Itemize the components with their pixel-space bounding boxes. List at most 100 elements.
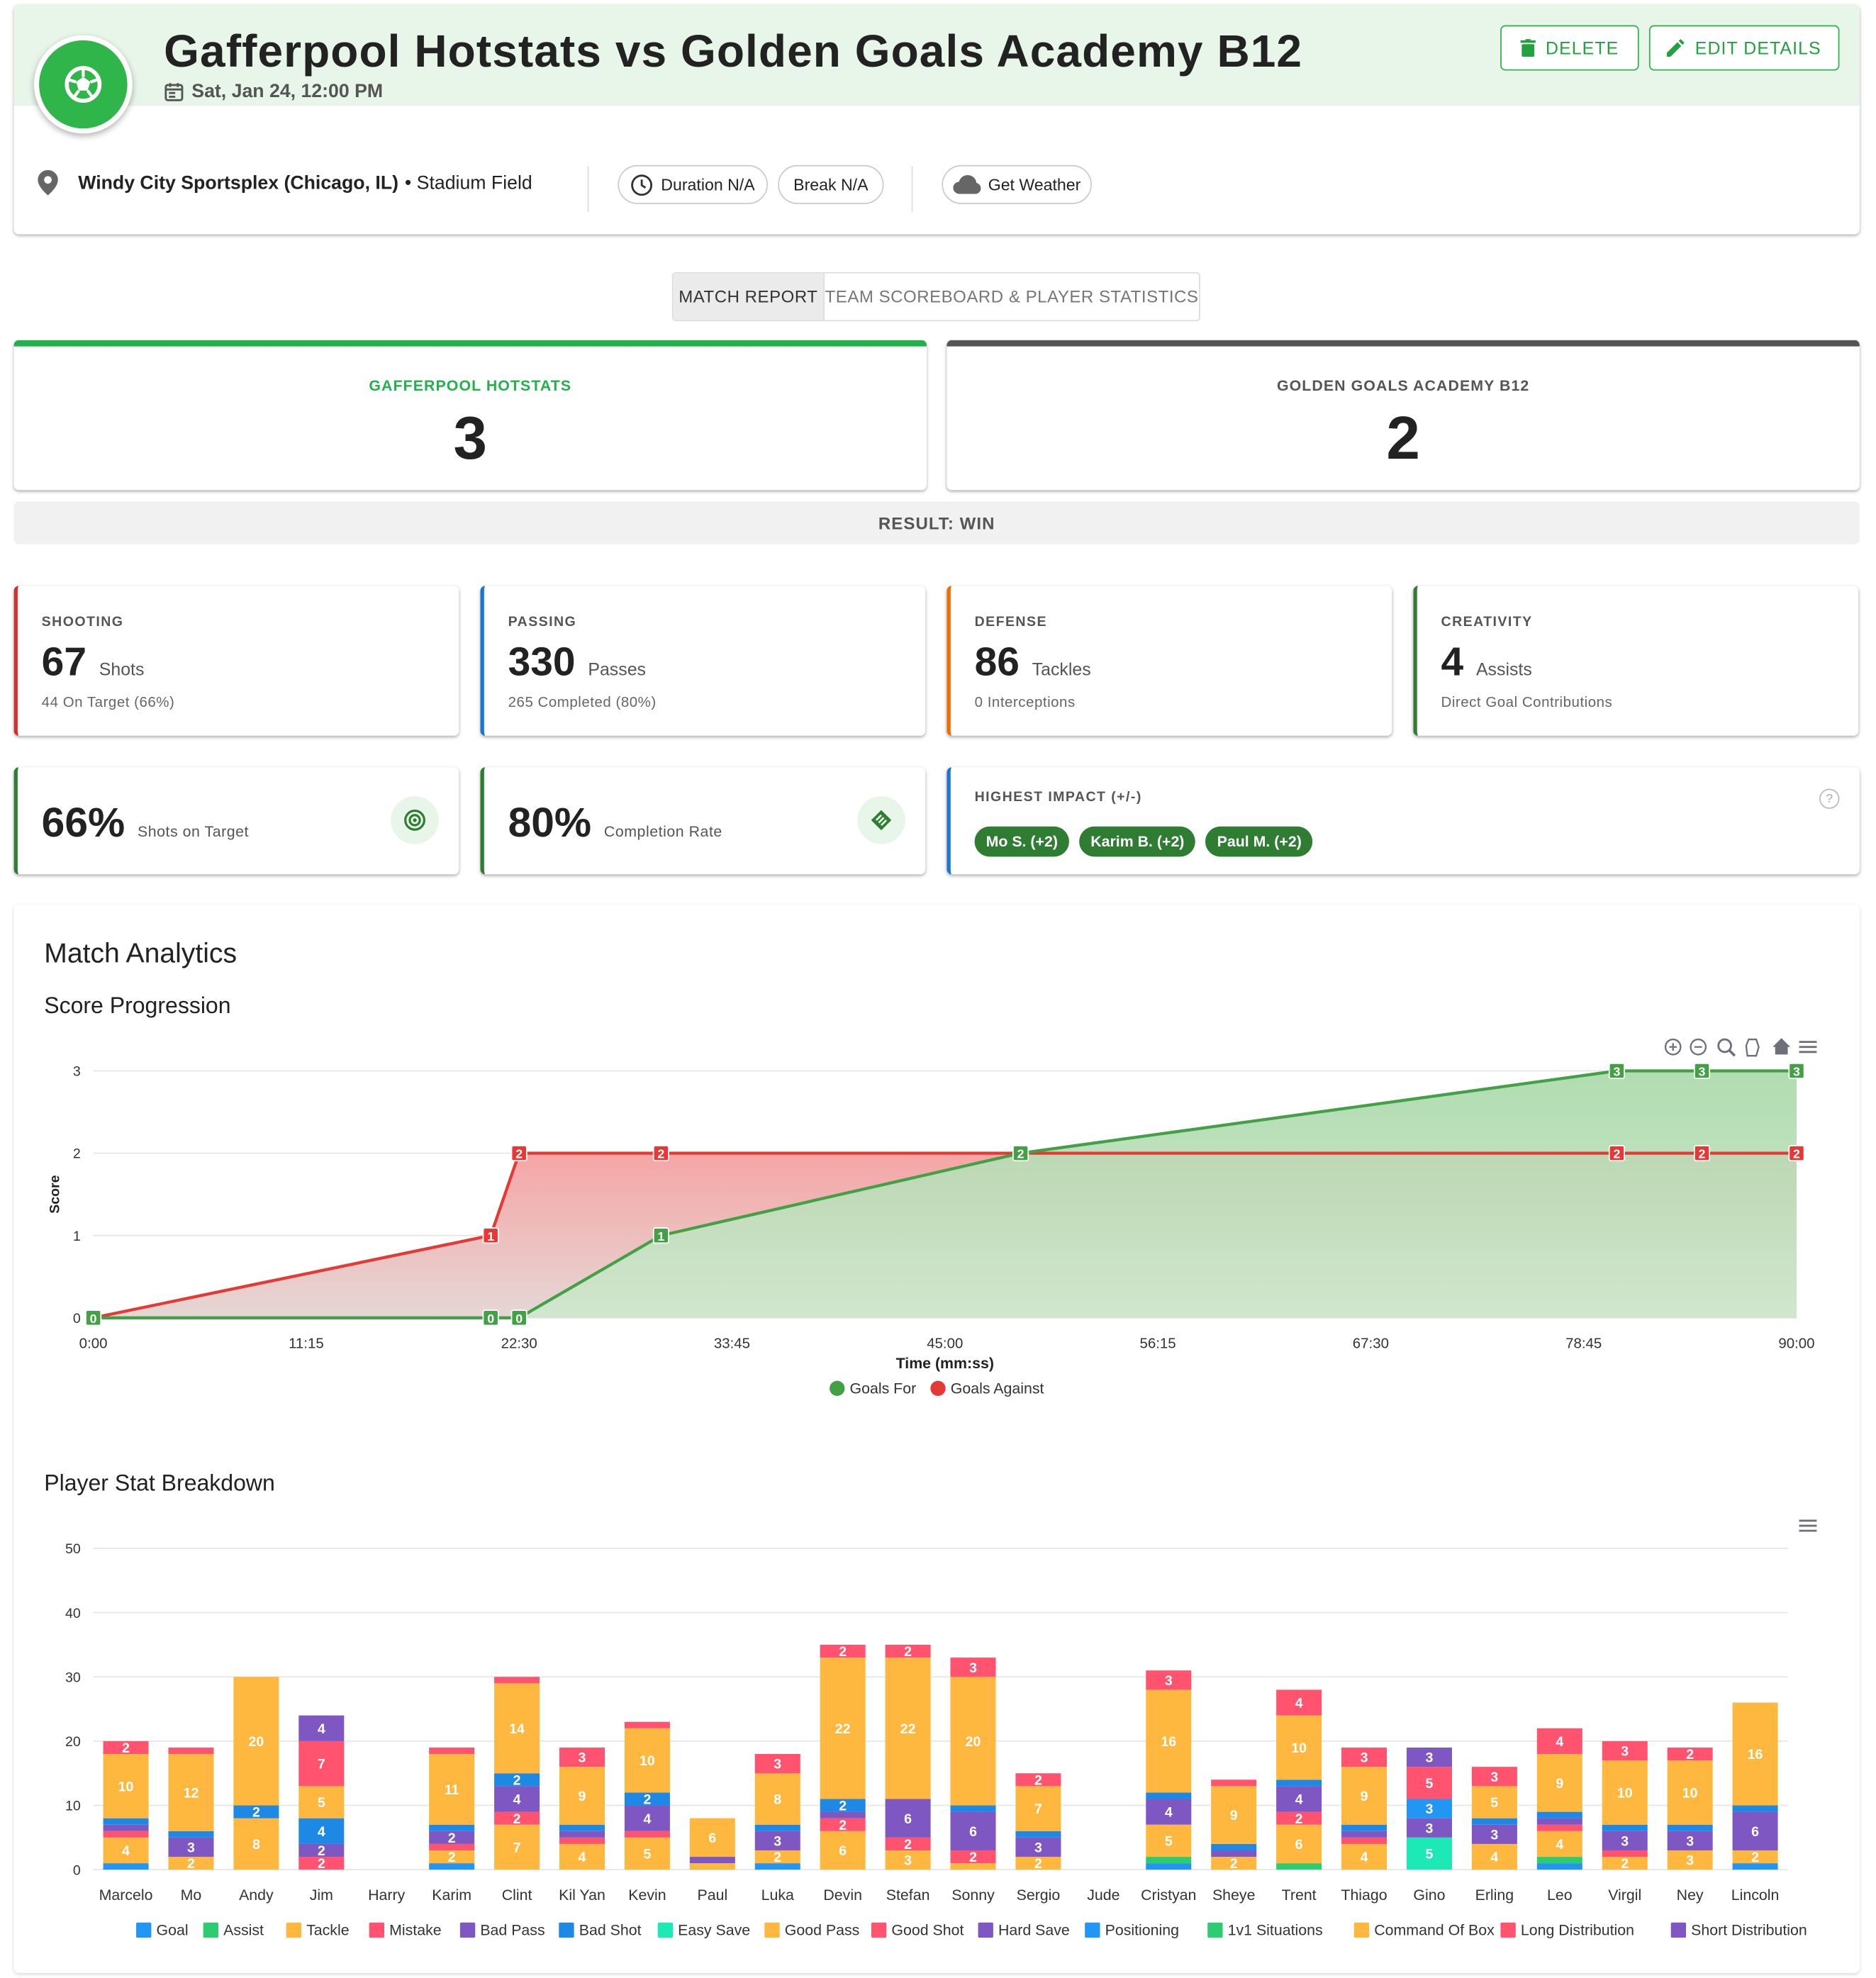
bar-segment[interactable]: [1341, 1767, 1388, 1825]
bar-segment[interactable]: [559, 1747, 605, 1767]
bar-segment[interactable]: [885, 1658, 931, 1799]
bar-segment[interactable]: [1276, 1786, 1322, 1812]
bar-segment[interactable]: [1211, 1857, 1257, 1870]
bar-segment[interactable]: [885, 1644, 931, 1658]
bar-segment[interactable]: [1276, 1689, 1322, 1716]
bar-segment[interactable]: [1276, 1811, 1322, 1825]
bar-segment[interactable]: [1146, 1689, 1192, 1793]
bar-segment[interactable]: [1341, 1831, 1388, 1838]
bar-segment[interactable]: [1276, 1824, 1322, 1864]
bar-segment[interactable]: [103, 1837, 149, 1864]
bar-segment[interactable]: [624, 1837, 670, 1870]
data-point-label[interactable]: 3: [1693, 1062, 1711, 1080]
bar-segment[interactable]: [689, 1857, 735, 1864]
bar-segment[interactable]: [429, 1824, 475, 1831]
bar-segment[interactable]: [298, 1857, 345, 1870]
bar-segment[interactable]: [754, 1773, 800, 1825]
break-chip[interactable]: Break N/A: [778, 164, 884, 204]
bar-segment[interactable]: [1406, 1747, 1452, 1767]
bar-segment[interactable]: [754, 1754, 800, 1774]
bar-segment[interactable]: [1732, 1863, 1778, 1870]
bar-segment[interactable]: [1146, 1857, 1192, 1864]
bar-segment[interactable]: [1015, 1831, 1061, 1838]
bar-segment[interactable]: [1536, 1728, 1582, 1755]
bar-segment[interactable]: [1667, 1831, 1713, 1850]
bar-segment[interactable]: [1146, 1863, 1192, 1870]
bar-segment[interactable]: [168, 1747, 214, 1755]
bar-segment[interactable]: [1341, 1837, 1388, 1844]
bar-segment[interactable]: [1471, 1824, 1517, 1844]
bar-segment[interactable]: [754, 1824, 800, 1831]
legend-item[interactable]: Goals For: [830, 1380, 916, 1397]
bar-segment[interactable]: [429, 1831, 475, 1844]
bar-segment[interactable]: [1667, 1747, 1713, 1761]
legend-item[interactable]: Easy Save: [657, 1922, 750, 1939]
legend-item[interactable]: Tackle: [286, 1922, 350, 1939]
bar-segment[interactable]: [754, 1863, 800, 1870]
impact-player-chip[interactable]: Mo S. (+2): [974, 826, 1069, 857]
bar-segment[interactable]: [820, 1831, 866, 1870]
bar-segment[interactable]: [1536, 1857, 1582, 1864]
legend-item[interactable]: Good Shot: [871, 1922, 964, 1939]
bar-segment[interactable]: [1146, 1792, 1192, 1799]
bar-segment[interactable]: [1276, 1715, 1322, 1780]
bar-segment[interactable]: [885, 1799, 931, 1838]
bar-segment[interactable]: [494, 1677, 540, 1684]
bar-segment[interactable]: [1602, 1850, 1648, 1857]
legend-item[interactable]: Long Distribution: [1500, 1922, 1634, 1939]
bar-segment[interactable]: [494, 1786, 540, 1812]
bar-segment[interactable]: [1536, 1831, 1582, 1857]
bar-segment[interactable]: [494, 1811, 540, 1825]
bar-segment[interactable]: [1341, 1843, 1388, 1870]
bar-segment[interactable]: [298, 1740, 345, 1787]
bar-segment[interactable]: [885, 1850, 931, 1870]
bar-segment[interactable]: [1406, 1818, 1452, 1838]
bar-segment[interactable]: [429, 1863, 475, 1870]
bar-segment[interactable]: [1536, 1754, 1582, 1812]
legend-item[interactable]: Positioning: [1085, 1922, 1179, 1939]
zoom-out-icon[interactable]: [1690, 1038, 1707, 1056]
bar-segment[interactable]: [103, 1754, 149, 1818]
bar-segment[interactable]: [820, 1818, 866, 1831]
bar-segment[interactable]: [1146, 1670, 1192, 1690]
bar-segment[interactable]: [950, 1811, 996, 1850]
bar-segment[interactable]: [429, 1747, 475, 1755]
tab-match-report[interactable]: MATCH REPORT: [673, 273, 825, 320]
tab-team-scoreboard[interactable]: TEAM SCOREBOARD & PLAYER STATISTICS: [825, 287, 1199, 306]
legend-item[interactable]: Bad Shot: [559, 1922, 642, 1939]
legend-item[interactable]: Mistake: [369, 1922, 442, 1939]
bar-segment[interactable]: [1732, 1850, 1778, 1864]
legend-item[interactable]: Goals Against: [930, 1380, 1044, 1397]
bar-segment[interactable]: [1536, 1818, 1582, 1825]
data-point-label[interactable]: 0: [482, 1309, 499, 1326]
bar-segment[interactable]: [298, 1818, 345, 1844]
data-point-label[interactable]: 3: [1788, 1062, 1805, 1080]
impact-player-chip[interactable]: Karim B. (+2): [1079, 826, 1196, 857]
bar-segment[interactable]: [1211, 1850, 1257, 1857]
bar-segment[interactable]: [1211, 1786, 1257, 1844]
bar-segment[interactable]: [1406, 1767, 1452, 1799]
bar-segment[interactable]: [559, 1843, 605, 1870]
bar-segment[interactable]: [168, 1837, 214, 1857]
legend-item[interactable]: Assist: [203, 1922, 264, 1939]
delete-button[interactable]: DELETE: [1500, 25, 1639, 71]
bar-segment[interactable]: [1536, 1824, 1582, 1831]
bar-segment[interactable]: [429, 1843, 475, 1850]
bar-segment[interactable]: [1341, 1747, 1388, 1767]
data-point-label[interactable]: 2: [1788, 1145, 1805, 1162]
bar-segment[interactable]: [494, 1824, 540, 1870]
bar-segment[interactable]: [1015, 1786, 1061, 1831]
bar-segment[interactable]: [624, 1831, 670, 1838]
bar-segment[interactable]: [1602, 1824, 1648, 1831]
pan-icon[interactable]: [1745, 1038, 1760, 1057]
data-point-label[interactable]: 2: [1012, 1145, 1029, 1162]
bar-segment[interactable]: [233, 1818, 279, 1870]
data-point-label[interactable]: 1: [652, 1227, 669, 1244]
duration-chip[interactable]: Duration N/A: [618, 164, 768, 204]
bar-segment[interactable]: [1667, 1760, 1713, 1825]
bar-segment[interactable]: [298, 1843, 345, 1857]
bar-segment[interactable]: [168, 1754, 214, 1831]
zoom-in-icon[interactable]: [1664, 1038, 1682, 1056]
bar-segment[interactable]: [1276, 1863, 1322, 1870]
bar-segment[interactable]: [1602, 1760, 1648, 1825]
